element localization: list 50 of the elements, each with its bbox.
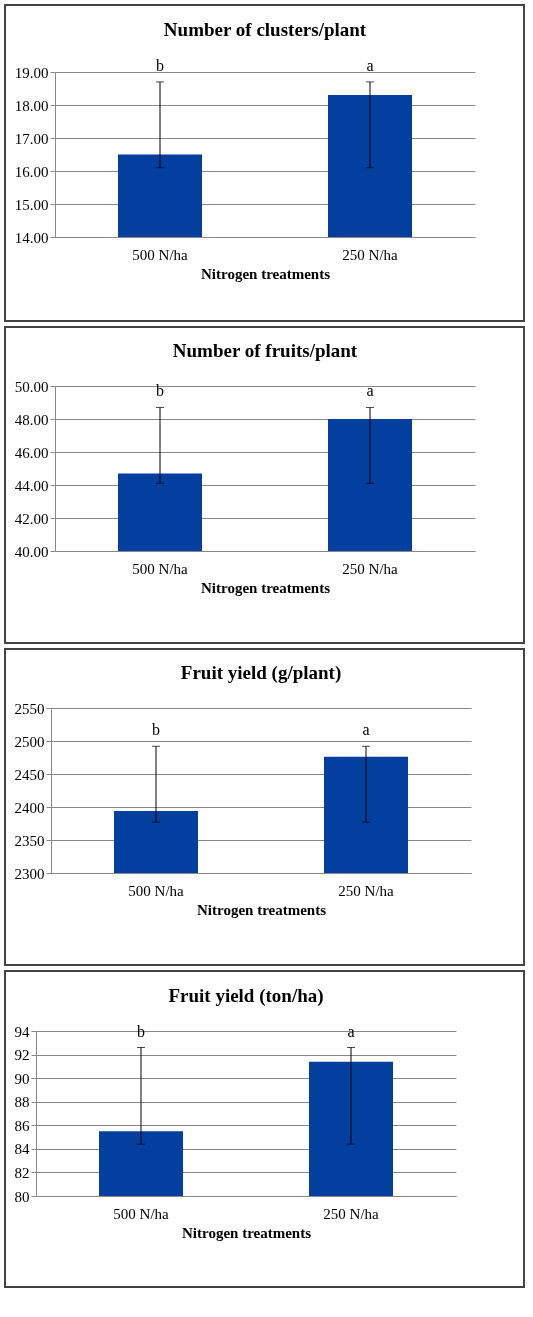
chart-title: Number of clusters/plant xyxy=(163,18,367,40)
annotation: a xyxy=(366,382,374,400)
y-tick-label: 2400 xyxy=(14,799,45,816)
y-tick-label: 94 xyxy=(14,1023,30,1040)
y-tick-label: 82 xyxy=(14,1164,30,1181)
annotation: a xyxy=(362,721,370,739)
x-tick-label: 500 N/ha xyxy=(128,882,185,899)
x-axis-title: Nitrogen treatments xyxy=(201,579,331,596)
y-tick-label: 17.00 xyxy=(14,130,49,147)
x-axis-title: Nitrogen treatments xyxy=(201,265,331,282)
y-tick-label: 48.00 xyxy=(14,411,49,428)
y-tick-label: 14.00 xyxy=(14,229,49,246)
y-tick-label: 50.00 xyxy=(14,378,49,395)
annotation: b xyxy=(137,1022,145,1040)
x-tick-label: 500 N/ha xyxy=(132,560,189,577)
y-tick-label: 42.00 xyxy=(14,510,49,527)
y-tick-label: 44.00 xyxy=(14,477,49,494)
y-tick-label: 90 xyxy=(14,1070,30,1087)
x-axis-title: Nitrogen treatments xyxy=(182,1224,312,1241)
y-tick-label: 2300 xyxy=(14,865,45,882)
y-tick-label: 2450 xyxy=(14,766,45,783)
y-tick-label: 84 xyxy=(14,1141,30,1158)
chart-title: Fruit yield (g/plant) xyxy=(180,662,342,684)
y-tick-label: 92 xyxy=(14,1047,30,1064)
annotation: b xyxy=(152,721,160,739)
x-tick-label: 250 N/ha xyxy=(323,1205,380,1222)
y-tick-label: 80 xyxy=(14,1188,30,1205)
x-tick-label: 250 N/ha xyxy=(342,246,399,263)
chart-title: Fruit yield (ton/ha) xyxy=(168,984,324,1007)
y-tick-label: 88 xyxy=(14,1094,30,1111)
x-tick-label: 500 N/ha xyxy=(113,1205,170,1222)
chart-title: Number of fruits/plant xyxy=(172,340,358,361)
y-tick-label: 2350 xyxy=(14,832,45,849)
y-tick-label: 18.00 xyxy=(14,97,49,114)
y-tick-label: 2500 xyxy=(14,733,45,750)
y-tick-label: 16.00 xyxy=(14,163,49,180)
y-tick-label: 15.00 xyxy=(14,196,49,213)
annotation: b xyxy=(156,382,164,400)
y-tick-label: 86 xyxy=(14,1117,30,1134)
y-tick-label: 2550 xyxy=(14,700,45,717)
annotation: a xyxy=(347,1022,355,1040)
x-axis-title: Nitrogen treatments xyxy=(197,901,327,918)
x-tick-label: 500 N/ha xyxy=(132,246,189,263)
annotation: a xyxy=(366,56,374,74)
y-tick-label: 46.00 xyxy=(14,444,49,461)
x-tick-label: 250 N/ha xyxy=(342,560,399,577)
x-tick-label: 250 N/ha xyxy=(338,882,395,899)
y-tick-label: 40.00 xyxy=(14,543,49,560)
annotation: b xyxy=(156,56,164,74)
y-tick-label: 19.00 xyxy=(14,64,49,81)
